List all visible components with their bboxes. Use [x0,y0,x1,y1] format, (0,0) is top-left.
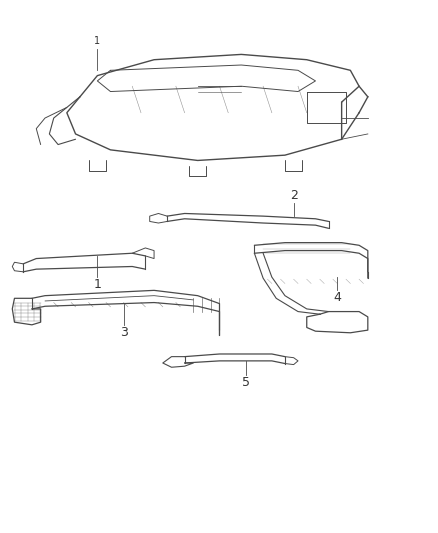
Text: 1: 1 [93,278,101,291]
Text: 5: 5 [241,376,249,389]
Text: 1: 1 [94,36,100,46]
Text: 2: 2 [289,189,297,202]
Text: 4: 4 [332,292,340,304]
Text: 3: 3 [119,326,127,339]
